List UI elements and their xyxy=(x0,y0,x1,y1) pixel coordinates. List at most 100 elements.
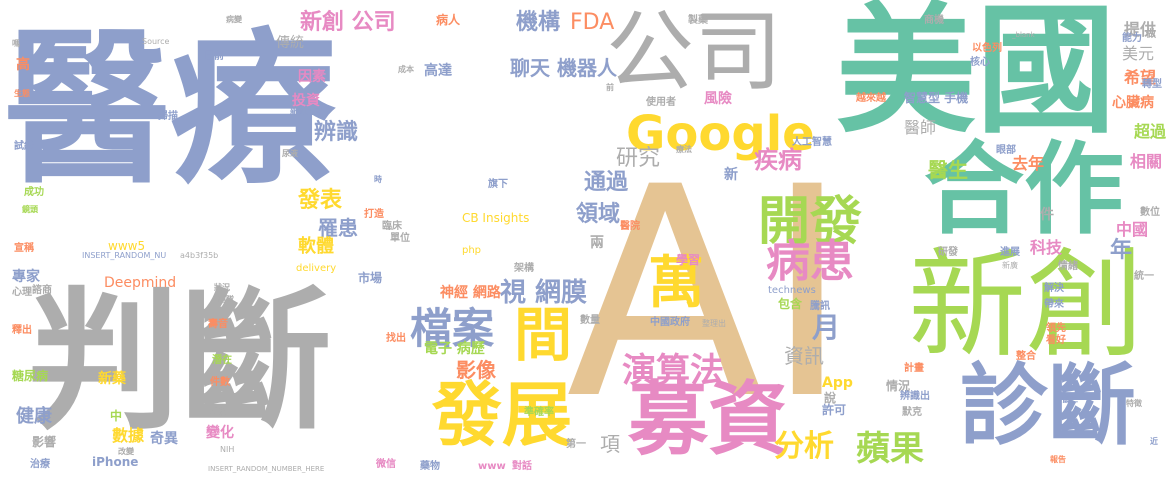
word: 間 xyxy=(514,301,573,369)
word: 醫療 xyxy=(4,14,336,207)
word: 旗下 xyxy=(488,179,508,190)
word: 件數 xyxy=(210,377,230,388)
word: 領域 xyxy=(576,202,621,227)
word: 病變 xyxy=(226,15,242,24)
word: 研發 xyxy=(938,247,958,258)
word: 準確率 xyxy=(524,407,554,418)
word: 日前 xyxy=(204,51,224,62)
word: 蘋果 xyxy=(856,429,924,469)
word: FDA xyxy=(570,10,615,35)
word: 成功 xyxy=(24,187,44,198)
word: 研究 xyxy=(616,146,661,171)
word: 嗎 xyxy=(12,39,20,48)
word: 臨床 xyxy=(382,221,402,232)
word: 數量 xyxy=(580,315,600,326)
word: 辨識 xyxy=(314,120,359,145)
word: 報告 xyxy=(1050,455,1066,464)
word: 糖尿病 xyxy=(12,369,49,383)
word: 近 xyxy=(1150,437,1158,446)
word: www5 xyxy=(108,239,146,253)
word: 計畫 xyxy=(904,363,924,374)
word: 電子 病歷 xyxy=(424,341,485,357)
word: 高 xyxy=(16,57,30,73)
word: 特徵 xyxy=(1126,399,1142,408)
word: 募資 xyxy=(628,373,788,466)
word: INSERT_RANDOM_NUMBER_HERE xyxy=(208,465,325,473)
word: NIH xyxy=(220,445,235,454)
word: 神經 網路 xyxy=(440,285,501,301)
word: 中國政府 xyxy=(650,317,690,328)
word: 高達 xyxy=(424,63,452,79)
word: 專家 xyxy=(12,269,40,285)
word: 傳統 xyxy=(276,35,304,51)
word: 病人 xyxy=(436,13,461,27)
word: 視 網膜 xyxy=(500,278,588,308)
word: 醫師 xyxy=(904,118,937,137)
word: 萬 xyxy=(648,251,704,316)
word: 數位 xyxy=(1140,207,1160,218)
word: 提供 xyxy=(1124,20,1157,39)
word: 分析 xyxy=(774,429,834,464)
word: 月 xyxy=(812,311,841,344)
word: 對話 xyxy=(512,461,532,472)
word: 演算法 xyxy=(622,351,724,391)
word: www xyxy=(478,461,506,472)
word: 越來越 xyxy=(856,93,886,104)
word: 科技 xyxy=(1030,238,1063,257)
word: 成本 xyxy=(398,65,414,74)
word: 改變 xyxy=(118,447,134,456)
word: 統一 xyxy=(1134,271,1154,282)
word: 合作 xyxy=(924,131,1124,248)
word: technews xyxy=(768,285,816,296)
word: 智慧型 手機 xyxy=(904,91,969,105)
word: 件 xyxy=(1040,207,1054,223)
word: 公司 xyxy=(606,0,783,103)
word: 資訊 xyxy=(784,344,824,368)
word: 相關 xyxy=(1130,152,1163,171)
word: 項 xyxy=(600,432,620,456)
word: 療法 xyxy=(676,145,692,154)
word: 商機 xyxy=(924,15,944,26)
word: delivery xyxy=(296,263,337,274)
word: 新創 公司 xyxy=(300,10,396,35)
word: 兩 xyxy=(590,235,604,251)
word: 因素 xyxy=(298,69,326,85)
word: 宣稱 xyxy=(14,243,34,254)
word: 新創 xyxy=(908,236,1145,374)
word: 人工智慧 xyxy=(792,137,832,148)
word: 包含 xyxy=(778,297,803,311)
word: 心理 xyxy=(12,287,32,298)
word: 變化 xyxy=(206,425,234,441)
word: 年 xyxy=(1110,238,1133,263)
word: 數據 xyxy=(112,426,145,445)
word: 情況 xyxy=(886,379,911,393)
word: 投資 xyxy=(292,93,320,109)
word: 釋出 xyxy=(12,325,32,336)
word: Google xyxy=(626,106,815,162)
word: 解決 xyxy=(1044,283,1064,294)
word: iPhone xyxy=(92,455,139,469)
word: 單位 xyxy=(390,233,410,244)
word: 看好 xyxy=(1046,335,1066,346)
word: 微信 xyxy=(376,459,396,470)
word: 第一 xyxy=(566,439,586,450)
word: 諮商 xyxy=(32,285,52,296)
word: 整合 xyxy=(1016,351,1036,362)
word: 帶來 xyxy=(1044,299,1064,310)
word: 能力 xyxy=(1122,33,1142,44)
word: 疾病 xyxy=(754,146,802,174)
word: Deepmind xyxy=(104,275,177,291)
word: 使用者 xyxy=(646,97,676,108)
word: 檔案 xyxy=(410,304,495,353)
word: AI xyxy=(566,126,850,463)
word: 新廣 xyxy=(1002,261,1018,270)
word: 聊天 機器人 xyxy=(510,56,617,80)
word: 奇異 xyxy=(150,431,178,447)
word: 影響 xyxy=(32,435,57,449)
word: 罹患 xyxy=(318,216,358,240)
word: 辨識出 xyxy=(900,391,930,402)
word: 生態 xyxy=(14,89,30,98)
word: 核心 xyxy=(970,57,990,68)
word: 學習 xyxy=(676,253,701,267)
word: 判斷 xyxy=(28,273,332,450)
